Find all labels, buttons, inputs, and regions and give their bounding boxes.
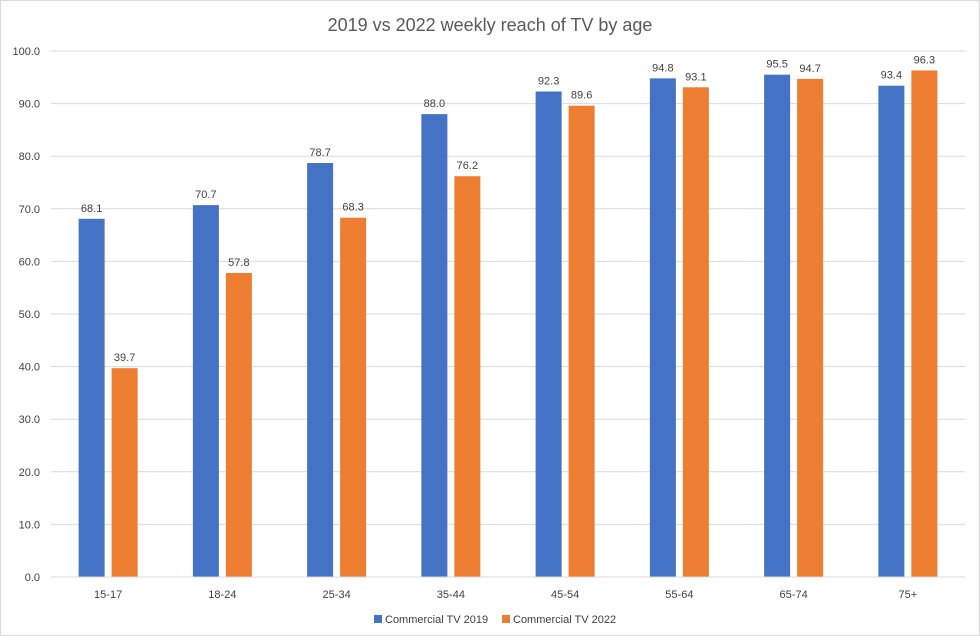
legend-label: Commercial TV 2019 <box>385 614 488 626</box>
y-tick-label: 40.0 <box>19 362 40 374</box>
y-tick-label: 70.0 <box>19 204 40 216</box>
chart-title: 2019 vs 2022 weekly reach of TV by age <box>328 15 653 35</box>
bar-commercial-tv-2022 <box>682 87 709 577</box>
bar-commercial-tv-2022 <box>568 105 595 577</box>
x-tick-label: 25-34 <box>323 589 351 601</box>
bar-commercial-tv-2022 <box>225 272 252 577</box>
y-tick-label: 20.0 <box>19 467 40 479</box>
y-tick-label: 60.0 <box>19 256 40 268</box>
x-tick-label: 55-64 <box>665 589 693 601</box>
data-label: 39.7 <box>114 352 135 364</box>
data-label: 93.1 <box>685 71 706 83</box>
data-label: 68.3 <box>342 202 363 214</box>
legend-label: Commercial TV 2022 <box>513 614 616 626</box>
data-label: 94.7 <box>799 63 820 75</box>
x-tick-label: 18-24 <box>208 589 236 601</box>
bar-commercial-tv-2022 <box>911 70 938 577</box>
legend: Commercial TV 2019 Commercial TV 2022 <box>374 614 616 626</box>
data-label: 78.7 <box>309 147 330 159</box>
bar-commercial-tv-2022 <box>797 78 824 578</box>
data-label: 76.2 <box>457 160 478 172</box>
bar-commercial-tv-2019 <box>649 78 676 578</box>
bar-commercial-tv-2019 <box>192 205 219 578</box>
bar-commercial-tv-2022 <box>340 217 367 577</box>
y-tick-label: 80.0 <box>19 151 40 163</box>
bar-commercial-tv-2019 <box>764 74 791 578</box>
y-tick-label: 10.0 <box>19 519 40 531</box>
x-tick-label: 35-44 <box>437 589 465 601</box>
data-label: 88.0 <box>424 98 445 110</box>
bar-commercial-tv-2019 <box>421 114 448 578</box>
data-label: 95.5 <box>766 59 787 71</box>
legend-swatch <box>502 615 510 623</box>
legend-swatch <box>374 615 382 623</box>
gridlines <box>51 50 965 525</box>
data-label: 93.4 <box>881 70 902 82</box>
bar-commercial-tv-2019 <box>78 218 105 577</box>
x-axis-ticks: 15-17 18-24 25-34 35-44 45-54 55-64 65-74 75+ <box>94 589 917 601</box>
y-axis-ticks: 0.0 10.0 20.0 30.0 40.0 50.0 60.0 70.0 80.0 90.0 1… <box>12 46 40 584</box>
bar-commercial-tv-2019 <box>878 85 905 577</box>
y-tick-label: 100.0 <box>12 46 40 58</box>
data-label: 57.8 <box>228 257 249 269</box>
bars <box>78 70 938 578</box>
bar-commercial-tv-2019 <box>307 163 334 577</box>
y-tick-label: 0.0 <box>25 572 40 584</box>
bar-commercial-tv-2019 <box>535 91 562 577</box>
data-label: 68.1 <box>81 203 102 215</box>
x-tick-label: 15-17 <box>94 589 122 601</box>
data-labels: 68.1 39.7 70.7 57.8 78.7 68.3 88.0 76.2 92.3 89.6… <box>81 54 935 364</box>
data-label: 94.8 <box>652 62 673 74</box>
x-tick-label: 65-74 <box>780 589 808 601</box>
data-label: 70.7 <box>195 189 216 201</box>
x-tick-label: 75+ <box>899 589 918 601</box>
data-label: 96.3 <box>914 54 935 66</box>
bar-commercial-tv-2022 <box>111 368 138 577</box>
data-label: 92.3 <box>538 76 559 88</box>
y-tick-label: 50.0 <box>19 309 40 321</box>
data-label: 89.6 <box>571 90 592 102</box>
x-tick-label: 45-54 <box>551 589 579 601</box>
bar-commercial-tv-2022 <box>454 176 481 578</box>
y-tick-label: 90.0 <box>19 99 40 111</box>
y-tick-label: 30.0 <box>19 414 40 426</box>
